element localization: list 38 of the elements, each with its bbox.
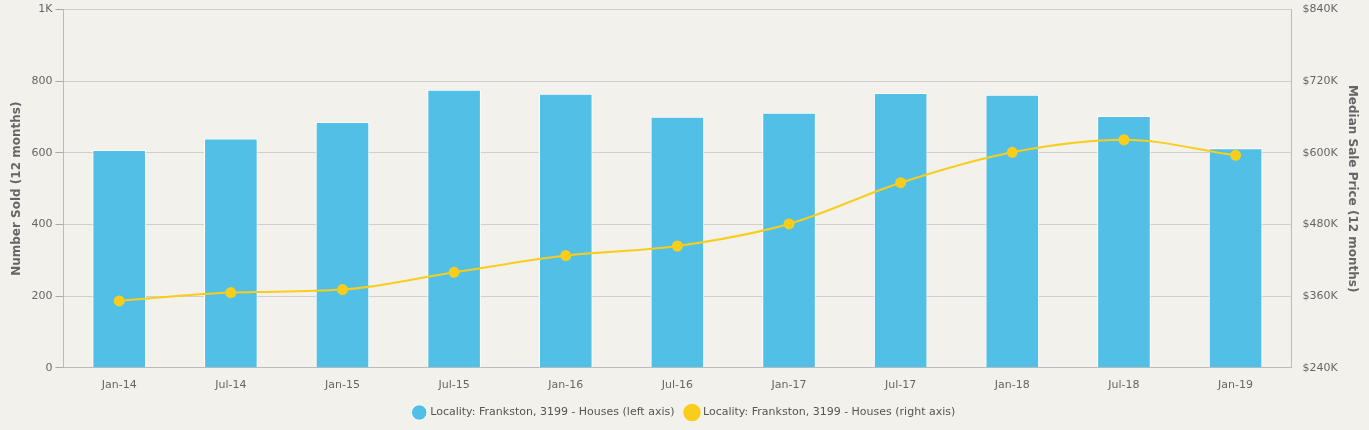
x-tick-label: Jul-18 (1107, 378, 1140, 392)
point (560, 250, 572, 262)
y2-axis-title: Median Sale Price (12 months) (1345, 84, 1360, 293)
point (1118, 134, 1130, 146)
y2-tick-label: $480K (1302, 217, 1339, 231)
y-tick-label: 0 (45, 360, 53, 374)
y2-tick-label: $360K (1302, 289, 1339, 303)
x-tick-label: Jan-18 (993, 378, 1030, 392)
x-tick-label: Jan-16 (547, 378, 584, 392)
point (448, 266, 460, 278)
y-tick-label: 1K (38, 2, 54, 16)
x-tick-label: Jan-17 (770, 378, 807, 392)
y-tick-label: 800 (31, 74, 53, 88)
y2-tick-label: $840K (1302, 2, 1339, 16)
legend-label: Locality: Frankston, 3199 - Houses (left axis) (430, 405, 675, 419)
x-tick-label: Jul-15 (437, 378, 470, 392)
point (783, 218, 795, 230)
y-tick-label: 200 (31, 289, 53, 303)
x-tick-label: Jan-14 (100, 378, 137, 392)
x-tick-label: Jan-15 (324, 378, 360, 392)
point (1230, 149, 1242, 161)
legend-label: Locality: Frankston, 3199 - Houses (right axis) (702, 405, 956, 419)
y-tick-label: 600 (31, 145, 53, 159)
x-tick-label: Jul-17 (884, 378, 917, 392)
y2-tick-label: $600K (1302, 145, 1339, 159)
point (895, 177, 907, 189)
point (671, 240, 683, 252)
point (1006, 146, 1018, 158)
point (113, 295, 125, 307)
x-tick-label: Jan-19 (1217, 378, 1254, 392)
y2-tick-label: $720K (1302, 74, 1339, 88)
y-axis-title: Number Sold (12 months) (9, 101, 24, 276)
y2-tick-label: $240K (1302, 360, 1339, 374)
point (336, 284, 348, 296)
point (225, 287, 237, 299)
x-tick-label: Jul-16 (660, 378, 694, 392)
x-tick-label: Jul-14 (214, 378, 247, 392)
y-tick-label: 400 (31, 217, 53, 231)
